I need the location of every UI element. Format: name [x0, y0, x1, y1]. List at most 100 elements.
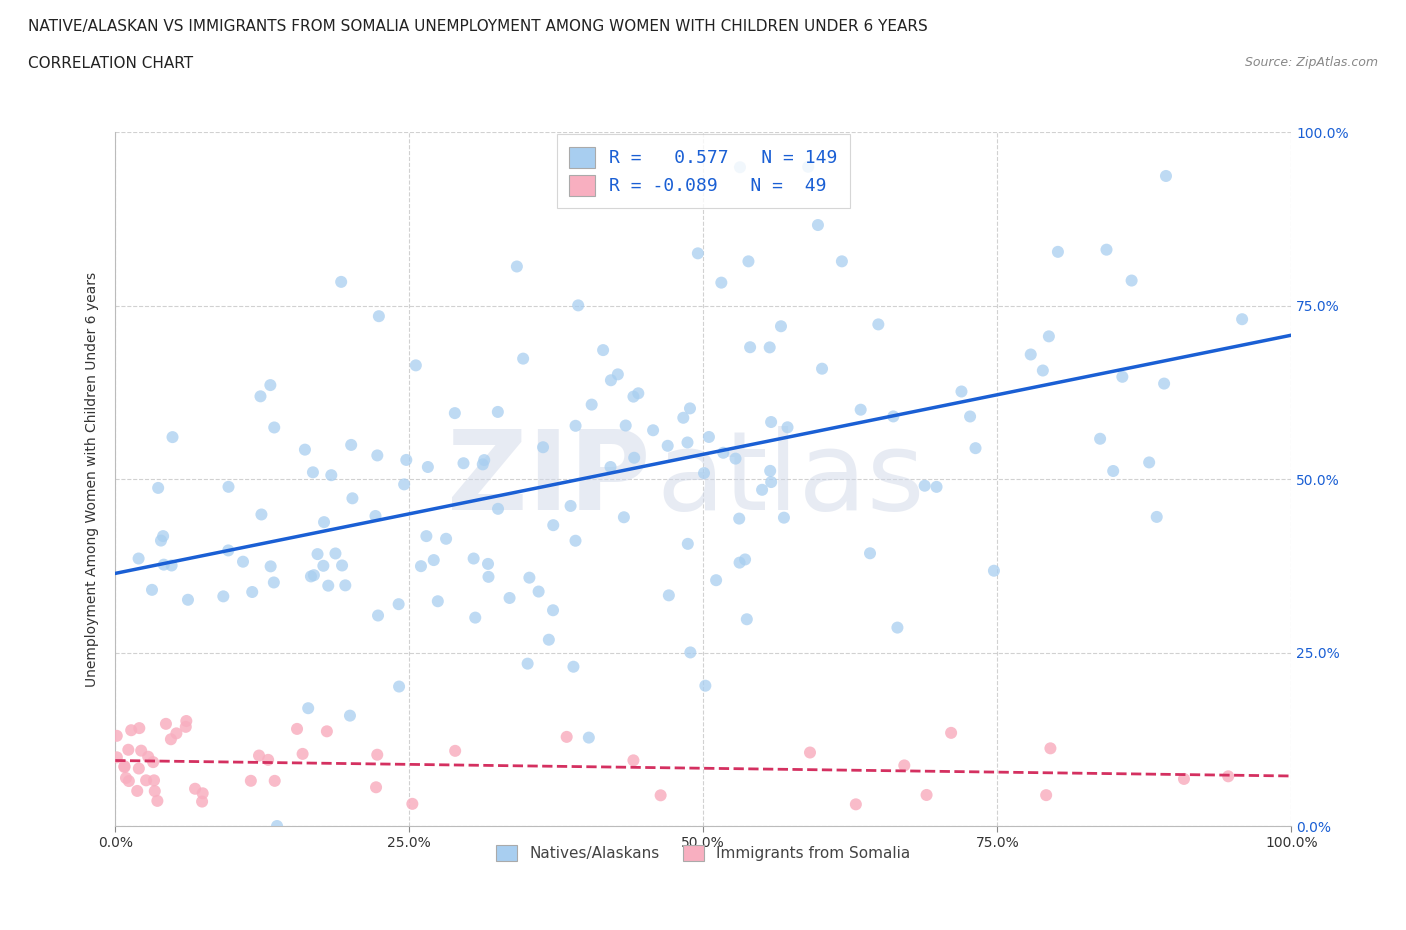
Point	[312, 514, 335, 529]
Point	[302, 567, 325, 582]
Point	[506, 259, 529, 274]
Point	[162, 430, 184, 445]
Point	[623, 753, 645, 768]
Point	[155, 716, 177, 731]
Point	[464, 610, 486, 625]
Point	[759, 415, 782, 430]
Point	[498, 591, 520, 605]
Point	[759, 463, 782, 478]
Point	[128, 551, 150, 566]
Point	[165, 726, 187, 741]
Point	[217, 543, 239, 558]
Point	[135, 773, 157, 788]
Point	[868, 317, 890, 332]
Point	[463, 551, 485, 566]
Point	[316, 578, 339, 593]
Point	[177, 592, 200, 607]
Point	[567, 298, 589, 312]
Point	[769, 319, 792, 334]
Point	[105, 728, 128, 743]
Point	[330, 274, 353, 289]
Point	[263, 575, 285, 590]
Point	[388, 597, 411, 612]
Point	[516, 657, 538, 671]
Point	[695, 678, 717, 693]
Point	[1102, 463, 1125, 478]
Point	[1146, 510, 1168, 525]
Point	[672, 410, 695, 425]
Point	[728, 555, 751, 570]
Point	[486, 405, 509, 419]
Point	[1121, 273, 1143, 288]
Point	[312, 558, 335, 573]
Point	[1038, 329, 1060, 344]
Point	[758, 340, 780, 355]
Point	[686, 246, 709, 260]
Point	[799, 745, 821, 760]
Point	[477, 569, 499, 584]
Point	[392, 477, 415, 492]
Point	[388, 679, 411, 694]
Point	[623, 450, 645, 465]
Point	[925, 480, 948, 495]
Point	[249, 389, 271, 404]
Point	[776, 419, 799, 434]
Point	[114, 760, 136, 775]
Point	[650, 788, 672, 803]
Point	[914, 478, 936, 493]
Point	[1039, 741, 1062, 756]
Point	[1032, 363, 1054, 378]
Point	[710, 275, 733, 290]
Point	[247, 748, 270, 763]
Point	[1019, 347, 1042, 362]
Point	[1154, 168, 1177, 183]
Point	[537, 632, 560, 647]
Point	[409, 559, 432, 574]
Point	[218, 479, 240, 494]
Point	[141, 582, 163, 597]
Point	[1137, 455, 1160, 470]
Point	[734, 552, 756, 567]
Point	[330, 558, 353, 573]
Point	[807, 218, 830, 232]
Point	[191, 794, 214, 809]
Point	[849, 403, 872, 418]
Point	[1173, 772, 1195, 787]
Point	[307, 547, 329, 562]
Point	[697, 430, 720, 445]
Point	[146, 793, 169, 808]
Point	[160, 732, 183, 747]
Point	[472, 453, 495, 468]
Point	[751, 483, 773, 498]
Point	[728, 160, 751, 175]
Point	[560, 498, 582, 513]
Point	[395, 453, 418, 468]
Point	[434, 531, 457, 546]
Point	[1153, 376, 1175, 391]
Point	[1088, 432, 1111, 446]
Point	[676, 435, 699, 450]
Point	[212, 589, 235, 604]
Text: ZIP: ZIP	[447, 426, 651, 533]
Point	[578, 730, 600, 745]
Point	[845, 797, 868, 812]
Point	[291, 747, 314, 762]
Point	[1035, 788, 1057, 803]
Point	[1218, 769, 1240, 784]
Point	[339, 708, 361, 723]
Point	[160, 558, 183, 573]
Point	[128, 721, 150, 736]
Point	[950, 384, 973, 399]
Text: NATIVE/ALASKAN VS IMMIGRANTS FROM SOMALIA UNEMPLOYMENT AMONG WOMEN WITH CHILDREN: NATIVE/ALASKAN VS IMMIGRANTS FROM SOMALI…	[28, 19, 928, 33]
Point	[531, 440, 554, 455]
Y-axis label: Unemployment Among Women with Children Under 6 years: Unemployment Among Women with Children U…	[86, 272, 100, 686]
Point	[153, 557, 176, 572]
Point	[797, 159, 820, 174]
Point	[1095, 242, 1118, 257]
Point	[627, 386, 650, 401]
Point	[259, 378, 281, 392]
Point	[541, 603, 564, 618]
Point	[859, 546, 882, 561]
Legend: Natives/Alaskans, Immigrants from Somalia: Natives/Alaskans, Immigrants from Somali…	[489, 839, 917, 867]
Point	[142, 754, 165, 769]
